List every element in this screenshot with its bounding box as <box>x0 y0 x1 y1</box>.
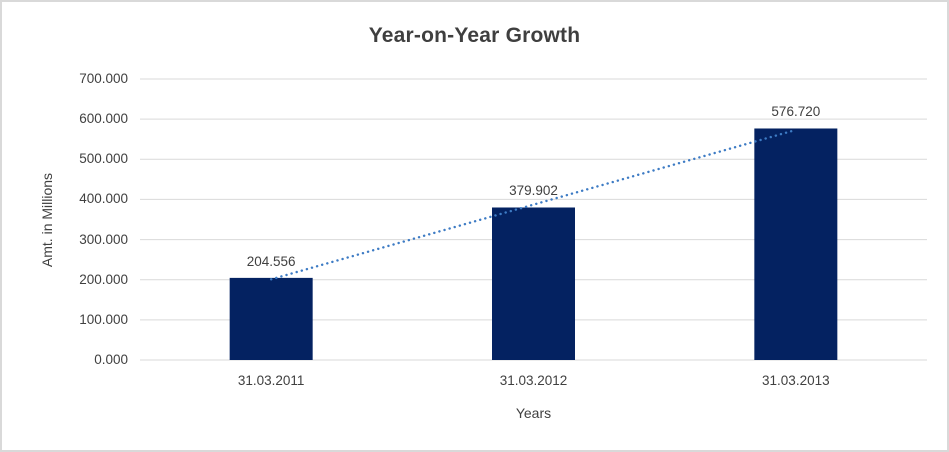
y-tick-label: 500.000 <box>79 151 128 167</box>
y-tick-label: 300.000 <box>79 231 128 247</box>
y-tick-label: 400.000 <box>79 191 128 207</box>
y-tick-label: 100.000 <box>79 311 128 327</box>
x-axis-title: Years <box>515 405 552 421</box>
y-tick-label: 600.000 <box>79 111 128 127</box>
y-tick-label: 200.000 <box>79 271 128 287</box>
chart-title: Year-on-Year Growth <box>368 24 581 47</box>
x-tick-label: 31.03.2011 <box>237 373 305 388</box>
trendline <box>269 128 798 281</box>
data-label: 576.720 <box>771 104 821 120</box>
x-tick-label: 31.03.2012 <box>499 373 568 388</box>
data-label: 379.902 <box>509 183 558 199</box>
bar <box>492 207 575 360</box>
x-tick-label: 31.03.2013 <box>762 373 830 388</box>
bar <box>229 277 313 360</box>
bar <box>754 128 838 360</box>
data-label: 204.556 <box>246 253 296 269</box>
y-tick-label: 700.000 <box>79 71 128 86</box>
y-tick-label: 0.000 <box>94 352 128 367</box>
